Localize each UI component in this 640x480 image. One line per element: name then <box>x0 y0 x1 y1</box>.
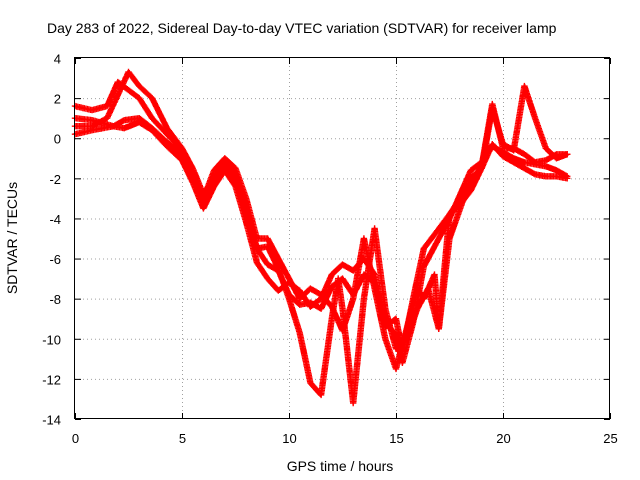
y-axis-title: SDTVAR / TECUs <box>4 182 20 294</box>
series-points <box>71 68 571 407</box>
y-tick-label: 2 <box>54 92 61 107</box>
y-tick-label: -8 <box>49 292 61 307</box>
series-track-d <box>71 68 571 407</box>
x-tick-label: 25 <box>603 431 617 446</box>
chart-title: Day 283 of 2022, Sidereal Day-to-day VTE… <box>47 20 557 36</box>
x-tick-label: 15 <box>389 431 403 446</box>
x-tick-label: 0 <box>72 431 79 446</box>
y-tick-label: -6 <box>49 252 61 267</box>
y-tick-label: 4 <box>54 52 61 67</box>
grid <box>75 58 610 419</box>
x-axis-title: GPS time / hours <box>287 458 394 474</box>
y-tick-label: -14 <box>42 413 61 428</box>
y-tick-label: -10 <box>42 332 61 347</box>
y-tick-label: -4 <box>49 212 61 227</box>
series-layer <box>71 68 571 407</box>
series-track-b <box>71 115 571 366</box>
x-tick-label: 5 <box>179 431 186 446</box>
y-tick-label: -2 <box>49 172 61 187</box>
ticks: 0 5 10 15 20 25 -14 -12 -10 -8 -6 -4 -2 0 2 4 <box>42 52 618 447</box>
x-tick-label: 20 <box>496 431 510 446</box>
y-tick-label: 0 <box>54 132 61 147</box>
x-tick-label: 10 <box>282 431 296 446</box>
plot-frame <box>74 57 610 419</box>
series-points <box>71 115 571 366</box>
y-tick-label: -12 <box>42 372 61 387</box>
